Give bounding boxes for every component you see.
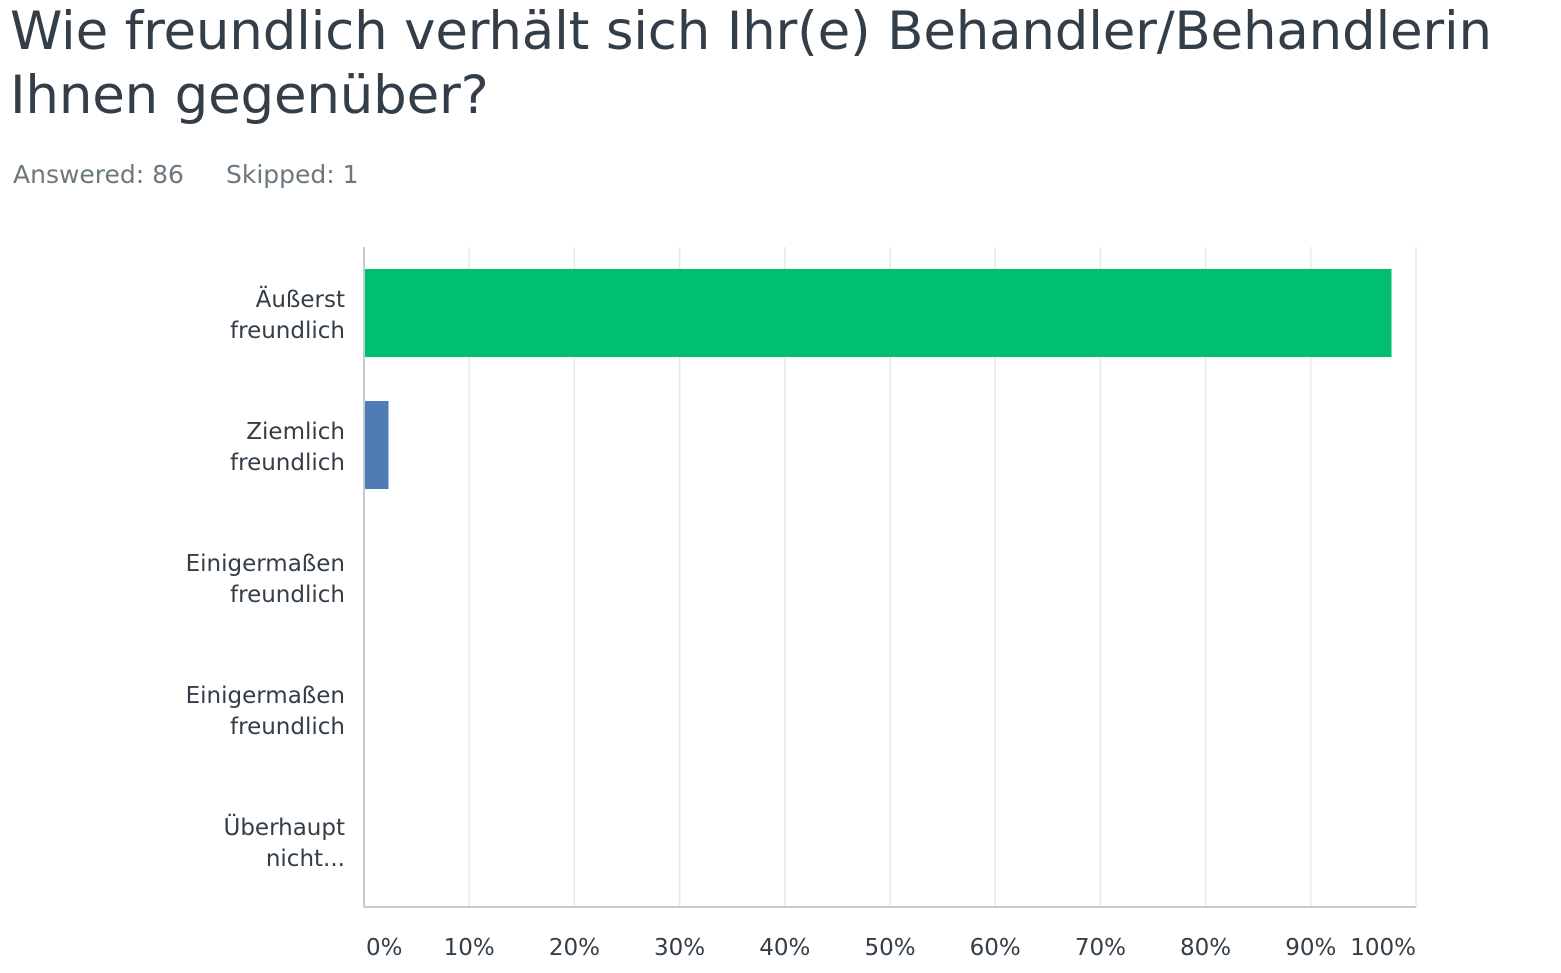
x-tick-label: 90% — [1285, 935, 1336, 961]
category-label-line: freundlich — [230, 450, 345, 476]
category-label-line: Überhaupt — [223, 813, 345, 841]
x-tick-label: 60% — [970, 935, 1021, 961]
category-label: Einigermaßen freundlich — [186, 551, 345, 608]
category-label: Ziemlich freundlich — [230, 419, 345, 476]
x-tick-label: 50% — [864, 935, 915, 961]
bar — [365, 401, 389, 489]
question-title: Wie freundlich verhält sich Ihr(e) Behan… — [10, 1, 1492, 126]
x-tick-label: 30% — [654, 935, 705, 961]
category-label-line: Äußerst — [256, 285, 345, 313]
category-label-line: nicht... — [266, 846, 345, 872]
x-tick-label: 10% — [444, 935, 495, 961]
category-label-line: freundlich — [230, 318, 345, 344]
category-label: Äußerst freundlich — [230, 285, 345, 344]
x-tick-label: 80% — [1180, 935, 1231, 961]
x-tick-label: 20% — [549, 935, 600, 961]
category-label-line: Einigermaßen — [186, 551, 345, 577]
response-stats: Answered: 86 Skipped: 1 — [13, 160, 359, 189]
x-tick-label: 100% — [1350, 935, 1416, 961]
category-label-line: freundlich — [230, 582, 345, 608]
category-label-line: Ziemlich — [246, 419, 345, 445]
answered-count: Answered: 86 — [13, 160, 184, 189]
skipped-count: Skipped: 1 — [225, 160, 359, 189]
x-tick-label: 0% — [366, 935, 403, 961]
category-label: Überhaupt nicht... — [223, 813, 345, 872]
x-tick-label: 70% — [1075, 935, 1126, 961]
category-label-line: freundlich — [230, 714, 345, 740]
category-label: Einigermaßen freundlich — [186, 683, 345, 740]
x-tick-label: 40% — [759, 935, 810, 961]
category-label-line: Einigermaßen — [186, 683, 345, 709]
bar — [365, 269, 1392, 357]
